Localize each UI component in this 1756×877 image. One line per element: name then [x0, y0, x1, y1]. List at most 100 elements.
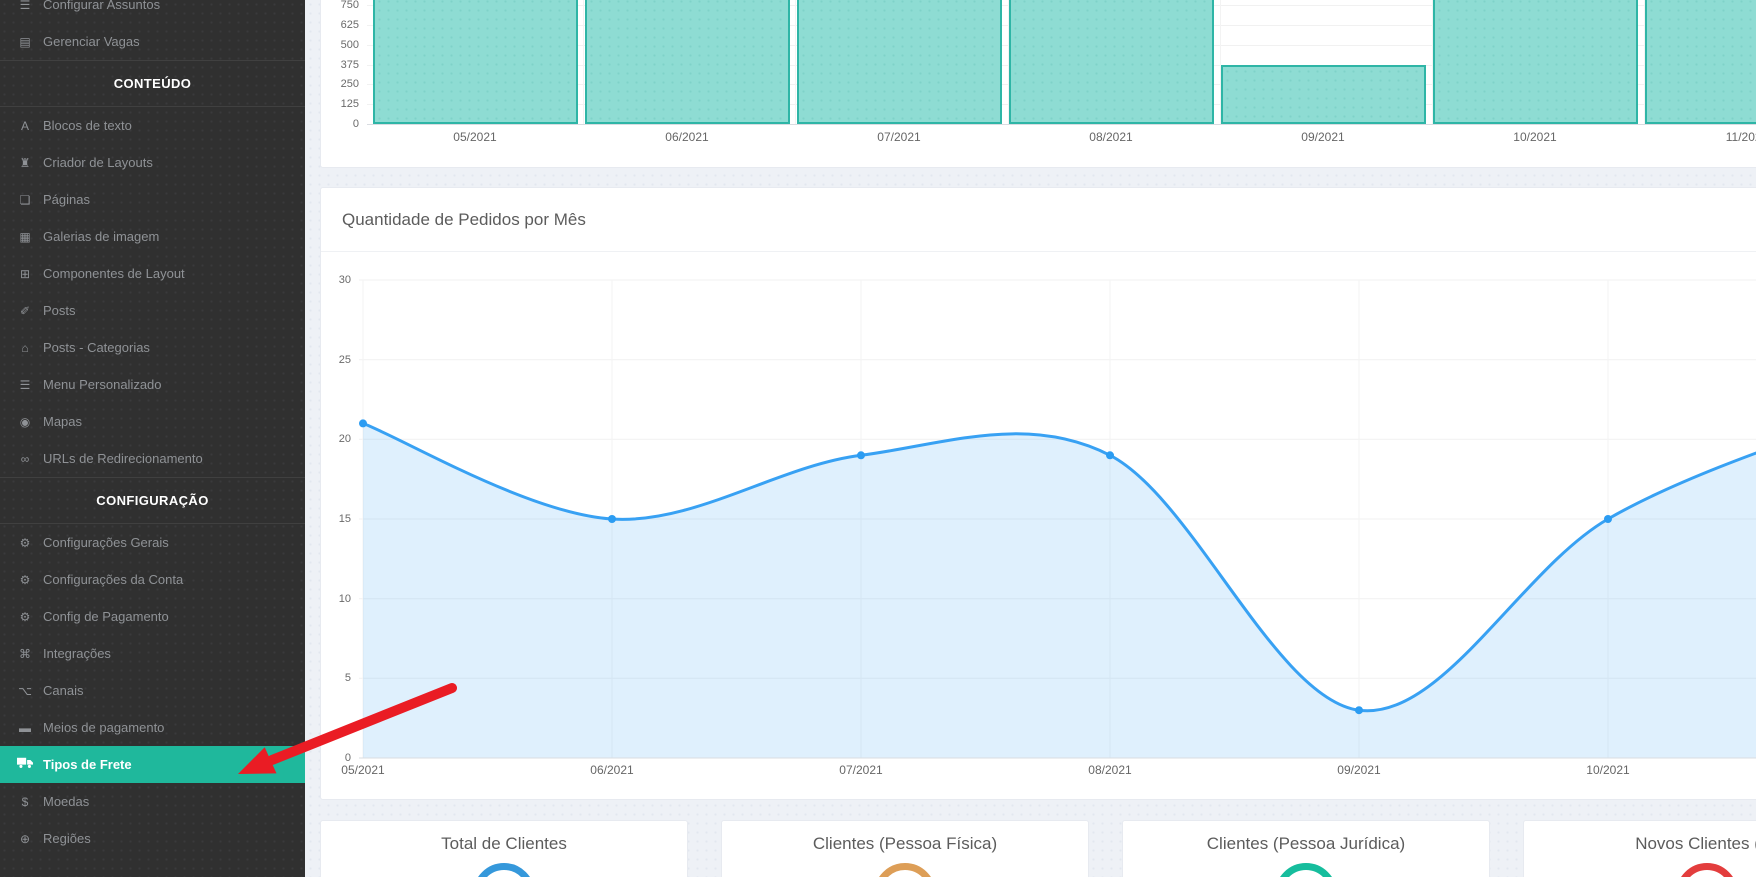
y-axis-tick-label: 30	[338, 274, 351, 286]
sidebar-item-label: Mapas	[43, 414, 83, 429]
sidebar-item-label: Configurações Gerais	[43, 535, 169, 550]
x-axis-tick-label: 10/2021	[1586, 763, 1630, 777]
x-axis-tick-label: 06/2021	[590, 763, 634, 777]
sidebar-item-tipos-de-frete[interactable]: Tipos de Frete	[0, 746, 305, 783]
sidebar-item-label: Criador de Layouts	[43, 155, 153, 170]
client-card-title: Clientes (Pessoa Jurídica)	[1206, 834, 1406, 853]
layout-builder-icon: ♜	[19, 155, 31, 170]
image-gallery-icon: ▦	[19, 229, 31, 244]
sidebar-item-menu-personalizado[interactable]: ☰ Menu Personalizado	[0, 366, 305, 403]
sidebar-item-urls-de-redirecionamento[interactable]: ∞ URLs de Redirecionamento	[0, 440, 305, 477]
sidebar-section-header-conteudo: CONTEÚDO	[0, 60, 305, 107]
client-card-title: Total de Clientes	[441, 834, 567, 853]
y-axis-tick-label: 10	[338, 592, 351, 605]
link-icon: ∞	[20, 451, 30, 466]
sidebar-item-mapas[interactable]: ◉ Mapas	[0, 403, 305, 440]
gear-icon: ⚙	[19, 609, 31, 624]
menu-bars-icon: ☰	[19, 377, 31, 392]
sidebar-item-label: URLs de Redirecionamento	[43, 451, 203, 466]
map-marker-icon: ◉	[19, 414, 31, 429]
text-block-icon: A	[20, 118, 29, 133]
area-fill	[363, 423, 1756, 758]
bar-09/2021	[1220, 64, 1426, 124]
sidebar: ☰ Configurar Assuntos ▤ Gerenciar Vagas CONT…	[0, 0, 305, 877]
bar-05/2021	[372, 0, 578, 124]
line-chart-title: Quantidade de Pedidos por Mês	[342, 209, 586, 229]
sidebar-item-meios-de-pagamento[interactable]: ▬ Meios de pagamento	[0, 709, 305, 746]
sidebar-item-label: Meios de pagamento	[43, 720, 165, 735]
truck-icon	[16, 757, 34, 772]
sidebar-item-configuracoes-da-conta[interactable]: ⚙ Configurações da Conta	[0, 561, 305, 598]
sidebar-item-moedas[interactable]: $ Moedas	[0, 783, 305, 820]
client-card-title: Novos Clientes (30	[1635, 834, 1756, 853]
gridline	[1220, 0, 1221, 124]
sidebar-item-integracoes[interactable]: ⌘ Integrações	[0, 635, 305, 672]
x-axis-tick-label: 09/2021	[1301, 130, 1345, 144]
sidebar-item-label: Configurações da Conta	[43, 572, 184, 587]
menu-bars-icon: ☰	[19, 0, 31, 12]
sidebar-item-galerias-de-imagem[interactable]: ▦ Galerias de imagem	[0, 218, 305, 255]
sidebar-item-label: Config de Pagamento	[43, 609, 169, 624]
sidebar-item-label: Páginas	[43, 192, 90, 207]
sidebar-item-label: Componentes de Layout	[43, 266, 185, 281]
stat-ring-icon	[874, 863, 936, 877]
sidebar-section-header-configuracao: CONFIGURAÇÃO	[0, 477, 305, 524]
data-point	[1106, 451, 1114, 460]
sidebar-item-posts[interactable]: ✐ Posts	[0, 292, 305, 329]
client-card-2: Clientes (Pessoa Jurídica)	[1122, 820, 1490, 877]
client-card-1: Clientes (Pessoa Física)	[721, 820, 1089, 877]
bar-10/2021	[1432, 0, 1638, 124]
data-point	[359, 419, 367, 428]
sidebar-item-configurar-assuntos[interactable]: ☰ Configurar Assuntos	[0, 0, 305, 23]
y-axis-tick-label: 125	[340, 98, 359, 111]
y-axis-tick-label: 5	[344, 672, 351, 685]
y-axis-tick-label: 250	[340, 78, 359, 91]
sidebar-item-configuracoes-gerais[interactable]: ⚙ Configurações Gerais	[0, 524, 305, 561]
sidebar-item-posts-categorias[interactable]: ⌂ Posts - Categorias	[0, 329, 305, 366]
bar-08/2021	[1008, 0, 1214, 124]
bar-06/2021	[584, 0, 790, 124]
integrations-icon: ⌘	[19, 646, 31, 661]
briefcase-icon: ▤	[19, 34, 31, 49]
x-axis-tick-label: 05/2021	[453, 130, 497, 144]
x-axis-tick-label: 07/2021	[839, 763, 883, 777]
line-chart-card-header: Quantidade de Pedidos por Mês	[321, 188, 1756, 252]
sidebar-item-componentes-de-layout[interactable]: ⊞ Componentes de Layout	[0, 255, 305, 292]
stat-ring-icon	[1676, 863, 1738, 877]
x-axis-tick-label: 08/2021	[1089, 130, 1133, 144]
sidebar-item-paginas[interactable]: ❏ Páginas	[0, 181, 305, 218]
sidebar-item-label: Menu Personalizado	[43, 377, 162, 392]
sidebar-item-blocos-de-texto[interactable]: A Blocos de texto	[0, 107, 305, 144]
bar-11/2021	[1644, 0, 1756, 124]
sidebar-item-label: Configurar Assuntos	[43, 0, 161, 12]
data-point	[608, 515, 616, 523]
x-axis-tick-label: 08/2021	[1088, 763, 1132, 777]
client-card-0: Total de Clientes	[320, 820, 688, 877]
sidebar-item-label: Integrações	[43, 646, 111, 661]
y-axis-tick-label: 15	[338, 513, 351, 525]
x-axis-tick-label: 09/2021	[1337, 763, 1381, 777]
sidebar-item-canais[interactable]: ⌥ Canais	[0, 672, 305, 709]
line-chart-plot	[359, 279, 1756, 759]
sidebar-item-regioes[interactable]: ⊕ Regiões	[0, 820, 305, 857]
y-axis-tick-label: 625	[340, 18, 359, 31]
home-icon: ⌂	[21, 340, 29, 355]
y-axis-tick-label: 500	[340, 38, 359, 51]
y-axis-tick-label: 750	[340, 0, 359, 11]
globe-icon: ⊕	[19, 831, 31, 846]
sidebar-item-gerenciar-vagas[interactable]: ▤ Gerenciar Vagas	[0, 23, 305, 60]
sidebar-item-criador-de-layouts[interactable]: ♜ Criador de Layouts	[0, 144, 305, 181]
y-axis-tick-label: 0	[352, 118, 359, 130]
credit-card-icon: ▬	[19, 720, 31, 735]
sidebar-item-label: Moedas	[43, 794, 90, 809]
data-point	[857, 451, 865, 460]
x-axis-tick-label: 07/2021	[877, 130, 921, 144]
y-axis-tick-label: 375	[340, 58, 359, 71]
gear-icon: ⚙	[19, 572, 31, 587]
sitemap-icon: ⌥	[18, 683, 32, 698]
sidebar-item-config-de-pagamento[interactable]: ⚙ Config de Pagamento	[0, 598, 305, 635]
bar-07/2021	[796, 0, 1002, 124]
x-axis-tick-label: 06/2021	[665, 130, 709, 144]
data-point	[1604, 515, 1612, 523]
